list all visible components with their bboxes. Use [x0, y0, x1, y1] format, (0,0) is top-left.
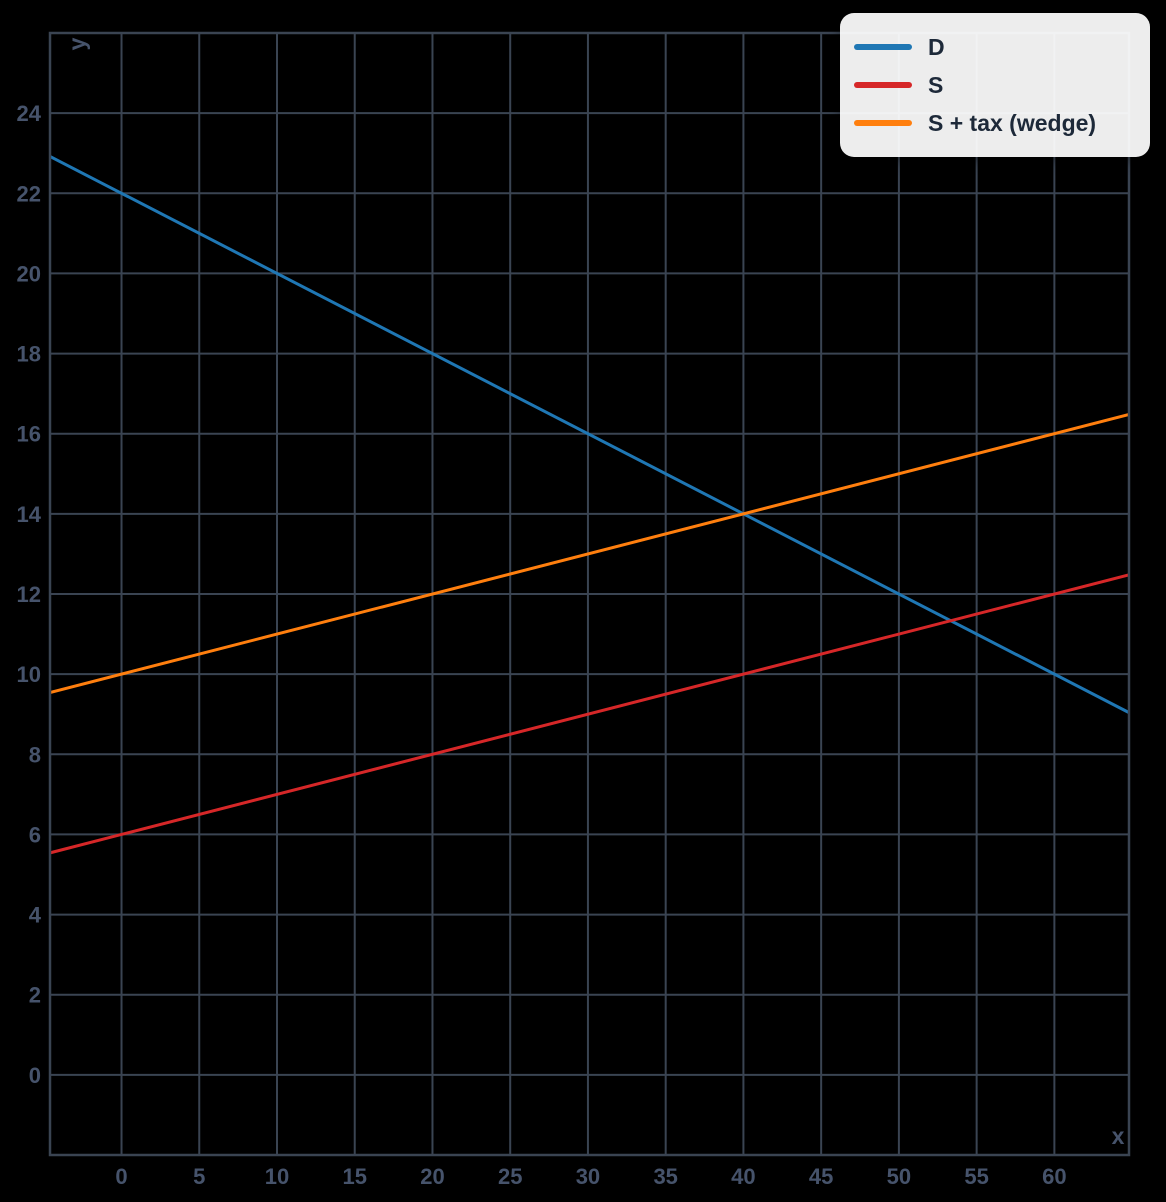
grid — [50, 33, 1129, 1155]
x-tick-label-55: 55 — [964, 1164, 988, 1189]
legend-item-s-tax: S + tax (wedge) — [854, 105, 1150, 141]
y-tick-label-10: 10 — [17, 662, 41, 687]
y-tick-label-14: 14 — [17, 502, 42, 527]
y-tick-label-12: 12 — [17, 582, 41, 607]
series-line-2 — [50, 413, 1129, 695]
x-tick-label-40: 40 — [731, 1164, 755, 1189]
plot-border — [48, 31, 1131, 1157]
legend-swatch-d — [854, 44, 912, 50]
legend: D S S + tax (wedge) — [840, 13, 1150, 157]
y-tick-label-4: 4 — [29, 903, 42, 928]
x-tick-label-50: 50 — [887, 1164, 911, 1189]
y-tick-label-20: 20 — [17, 261, 41, 286]
y-tick-label-8: 8 — [29, 742, 41, 767]
y-tick-label-22: 22 — [17, 181, 41, 206]
y-tick-label-18: 18 — [17, 342, 41, 367]
x-tick-label-5: 5 — [193, 1164, 205, 1189]
y-tick-label-16: 16 — [17, 422, 41, 447]
y-tick-label-24: 24 — [17, 101, 42, 126]
legend-item-d: D — [854, 29, 1150, 65]
x-tick-label-25: 25 — [498, 1164, 522, 1189]
x-tick-label-35: 35 — [653, 1164, 677, 1189]
y-tick-label-2: 2 — [29, 983, 41, 1008]
y-axis-label: y — [64, 37, 90, 50]
tick-labels: 0 5 10 15 20 25 30 35 40 45 50 55 600246810121416182… — [17, 101, 1067, 1189]
x-tick-label-10: 10 — [265, 1164, 289, 1189]
y-tick-label-6: 6 — [29, 822, 41, 847]
y-tick-label-0: 0 — [29, 1063, 41, 1088]
legend-swatch-s-tax — [854, 120, 912, 126]
series-lines — [50, 155, 1129, 855]
legend-label-s-tax: S + tax (wedge) — [928, 109, 1097, 136]
x-tick-label-45: 45 — [809, 1164, 833, 1189]
x-tick-label-20: 20 — [420, 1164, 444, 1189]
legend-label-d: D — [928, 33, 945, 60]
x-tick-label-60: 60 — [1042, 1164, 1066, 1189]
legend-label-s: S — [928, 71, 944, 98]
series-line-1 — [50, 573, 1129, 855]
x-tick-label-30: 30 — [576, 1164, 600, 1189]
x-axis-label: x — [1112, 1123, 1125, 1149]
legend-item-s: S — [854, 67, 1150, 103]
legend-swatch-s — [854, 82, 912, 88]
x-tick-label-0: 0 — [115, 1164, 127, 1189]
x-tick-label-15: 15 — [342, 1164, 366, 1189]
